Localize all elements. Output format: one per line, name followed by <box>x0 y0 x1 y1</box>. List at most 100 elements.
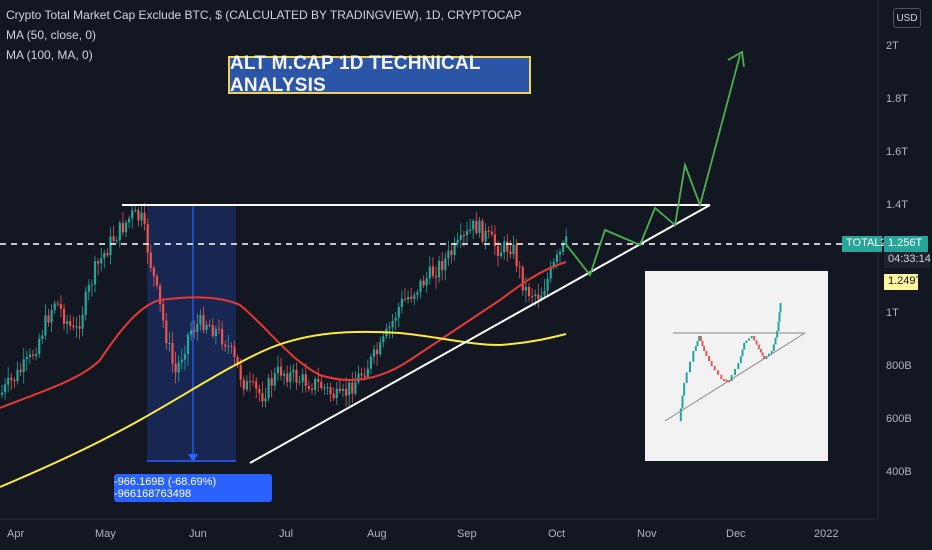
candle-body <box>72 325 75 328</box>
inset-candle <box>685 372 688 383</box>
inset-candle <box>739 356 742 363</box>
candle-body <box>190 330 193 335</box>
inset-candle <box>753 336 756 341</box>
x-tick-label: Jun <box>189 528 207 540</box>
y-tick-label: 400B <box>886 466 912 478</box>
candle-body <box>183 354 186 360</box>
candle-body <box>478 220 481 233</box>
candle-body <box>137 210 140 221</box>
candle-body <box>124 222 128 233</box>
candle-body <box>112 236 115 241</box>
ma100-line <box>0 330 567 488</box>
candle-body <box>121 222 124 233</box>
candle-body <box>527 286 531 297</box>
candle-body <box>512 244 515 255</box>
candle-body <box>196 324 199 332</box>
candle-body <box>19 369 22 373</box>
candle-body <box>400 298 403 308</box>
inset-candle <box>725 379 728 382</box>
candle-body <box>320 381 323 389</box>
candle-body <box>264 398 267 402</box>
inset-candle <box>761 352 764 356</box>
candle-body <box>459 235 462 240</box>
candle-body <box>273 373 276 386</box>
inset-candle <box>699 336 702 341</box>
candle-body <box>438 261 441 278</box>
candle-body <box>286 373 289 382</box>
candle-body <box>109 236 112 256</box>
candle-body <box>348 382 351 396</box>
candle-body <box>131 210 134 219</box>
candle-body <box>422 280 425 286</box>
candle-body <box>100 258 103 264</box>
y-tick-label: 1.8T <box>886 93 909 105</box>
inset-support <box>664 332 806 422</box>
candle-body <box>236 356 239 366</box>
inset-candle <box>720 374 723 379</box>
candle-body <box>338 388 341 391</box>
candle-body <box>270 378 273 386</box>
y-tick-label: 600B <box>886 413 912 425</box>
inset-candle <box>696 341 699 346</box>
candle-body <box>444 258 447 271</box>
measure-arrowhead <box>188 454 198 462</box>
candle-body <box>69 321 72 326</box>
candle-body <box>13 380 16 382</box>
candle-body <box>419 280 422 293</box>
candle-body <box>335 388 338 399</box>
candle-body <box>555 254 558 262</box>
candle-body <box>217 328 221 330</box>
candle-body <box>134 210 137 212</box>
candle-body <box>62 308 66 324</box>
currency-button[interactable]: USD <box>893 8 921 28</box>
candle-body <box>0 392 4 395</box>
candle-body <box>301 374 304 382</box>
x-tick-label: Apr <box>7 528 25 540</box>
candle-body <box>524 286 527 291</box>
candle-body <box>413 294 416 299</box>
candle-body <box>465 230 469 236</box>
candle-body <box>171 342 174 364</box>
candle-body <box>410 296 413 299</box>
inset-candle <box>713 366 716 371</box>
ma100-legend[interactable]: MA (100, MA, 0) <box>6 48 93 62</box>
candle-body <box>434 275 438 278</box>
inset-candle <box>689 361 691 373</box>
x-tick-label: Dec <box>726 528 746 540</box>
symbol-legend[interactable]: Crypto Total Market Cap Exclude BTC, $ (… <box>6 8 522 22</box>
ma50-legend[interactable]: MA (50, close, 0) <box>6 28 97 42</box>
candle-body <box>159 285 162 304</box>
candle-body <box>44 315 47 336</box>
x-tick-label: Sep <box>457 528 477 540</box>
inset-candle <box>779 303 782 313</box>
candle-body <box>245 381 248 390</box>
candle-body <box>97 261 100 264</box>
candle-body <box>292 369 295 373</box>
candle-body <box>47 315 50 323</box>
candle-body <box>227 345 230 347</box>
candle-body <box>534 294 537 297</box>
y-tick-label: 1.4T <box>886 199 909 211</box>
x-tick-label: May <box>95 528 116 540</box>
candle-body <box>162 303 165 321</box>
candle-body <box>552 261 555 267</box>
candle-body <box>143 212 146 225</box>
candle-body <box>103 253 106 259</box>
inset-candle <box>774 337 777 345</box>
candle-body <box>314 379 317 390</box>
inset-candle <box>703 346 706 351</box>
candle-body <box>565 236 568 243</box>
inset-candle <box>701 341 704 346</box>
candle-body <box>214 328 217 337</box>
candle-body <box>224 344 227 347</box>
y-tick-label: 1T <box>886 307 899 319</box>
candle-body <box>558 251 562 255</box>
last-price-tag: 1.256T <box>884 236 928 252</box>
candle-body <box>186 334 190 355</box>
candle-body <box>388 327 391 329</box>
candle-body <box>50 310 53 323</box>
candle-body <box>177 362 180 373</box>
inset-candle <box>705 351 708 356</box>
